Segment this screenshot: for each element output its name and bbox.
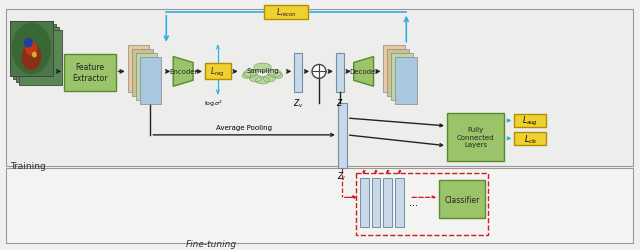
Ellipse shape (274, 73, 283, 79)
FancyBboxPatch shape (447, 114, 504, 161)
FancyBboxPatch shape (338, 104, 347, 168)
Ellipse shape (12, 24, 51, 75)
Text: Training: Training (11, 161, 46, 170)
Text: $L_{cls}$: $L_{cls}$ (524, 132, 537, 145)
Ellipse shape (250, 76, 262, 82)
FancyBboxPatch shape (6, 10, 634, 166)
Circle shape (312, 65, 326, 79)
Text: $\log\sigma^2$: $\log\sigma^2$ (204, 99, 223, 109)
FancyBboxPatch shape (13, 25, 56, 80)
Ellipse shape (264, 76, 275, 82)
FancyBboxPatch shape (515, 132, 546, 145)
Text: Fully
Connected
Layers: Fully Connected Layers (457, 127, 495, 148)
Polygon shape (354, 57, 374, 87)
Text: $Z_v$: $Z_v$ (293, 97, 303, 109)
FancyBboxPatch shape (360, 178, 369, 227)
FancyBboxPatch shape (64, 54, 116, 92)
Text: Average Pooling: Average Pooling (216, 124, 271, 130)
FancyBboxPatch shape (396, 57, 417, 105)
Text: $L_{recon}$: $L_{recon}$ (276, 6, 297, 19)
FancyBboxPatch shape (127, 46, 149, 93)
FancyBboxPatch shape (396, 178, 404, 227)
Ellipse shape (243, 73, 251, 79)
Ellipse shape (32, 52, 37, 58)
Text: $Z$: $Z$ (336, 97, 344, 108)
FancyBboxPatch shape (205, 64, 231, 80)
Ellipse shape (22, 44, 42, 71)
Text: ...: ... (409, 198, 419, 207)
FancyBboxPatch shape (6, 168, 634, 243)
FancyBboxPatch shape (439, 181, 484, 218)
FancyBboxPatch shape (383, 46, 405, 93)
Text: Sampling: Sampling (246, 68, 279, 74)
FancyBboxPatch shape (387, 50, 409, 97)
FancyBboxPatch shape (19, 30, 62, 86)
FancyBboxPatch shape (140, 57, 161, 105)
Text: Feature
Extractor: Feature Extractor (72, 63, 108, 83)
Text: $L_{aug}$: $L_{aug}$ (522, 114, 538, 128)
Ellipse shape (244, 70, 257, 78)
FancyBboxPatch shape (136, 53, 157, 101)
FancyBboxPatch shape (515, 114, 546, 128)
FancyBboxPatch shape (10, 22, 53, 77)
Ellipse shape (24, 38, 33, 48)
Ellipse shape (268, 70, 281, 78)
FancyBboxPatch shape (264, 6, 308, 20)
Ellipse shape (255, 78, 269, 84)
FancyBboxPatch shape (336, 53, 344, 93)
Polygon shape (173, 57, 193, 87)
FancyBboxPatch shape (15, 28, 59, 83)
FancyBboxPatch shape (132, 50, 154, 97)
Text: Encoder: Encoder (169, 69, 197, 75)
FancyBboxPatch shape (392, 53, 413, 101)
Ellipse shape (26, 42, 37, 56)
Text: Decoder: Decoder (349, 69, 378, 75)
FancyBboxPatch shape (383, 178, 392, 227)
Text: $L_{reg}$: $L_{reg}$ (211, 66, 225, 79)
Text: Classifier: Classifier (444, 195, 479, 204)
FancyBboxPatch shape (294, 53, 302, 93)
Text: Fine-tuning: Fine-tuning (186, 239, 237, 248)
FancyBboxPatch shape (372, 178, 381, 227)
Text: $Z_l$: $Z_l$ (337, 170, 346, 182)
Ellipse shape (253, 64, 271, 72)
FancyBboxPatch shape (10, 22, 53, 77)
